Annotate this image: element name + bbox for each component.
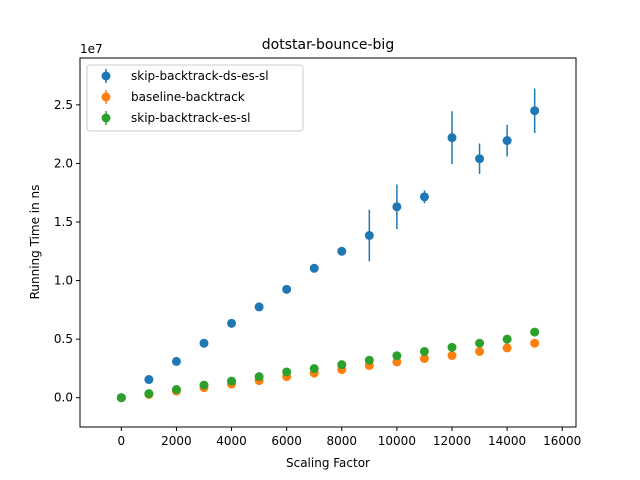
- y-tick-label: 0.0: [54, 391, 73, 405]
- y-ticks: 0.0 0.5 1.0 1.5 2.0 2.5: [54, 98, 80, 405]
- legend-label: skip-backtrack-es-sl: [131, 111, 250, 125]
- x-tick-label: 16000: [543, 434, 581, 448]
- data-point: [337, 360, 347, 370]
- x-ticks: 0 2000 4000 6000 8000 10000 12000 14000 16000: [118, 427, 581, 448]
- legend-marker: [101, 113, 111, 123]
- legend-box: [86, 64, 304, 132]
- y-tick-label: 1.0: [54, 274, 73, 288]
- data-point: [254, 372, 264, 382]
- data-point: [227, 318, 237, 328]
- y-tick-label: 2.5: [54, 98, 73, 112]
- data-point: [502, 334, 512, 344]
- data-point: [309, 364, 319, 374]
- data-point: [199, 380, 209, 390]
- x-tick-label: 8000: [327, 434, 358, 448]
- data-point: [144, 375, 154, 385]
- y-tick-label: 1.5: [54, 215, 73, 229]
- data-point: [144, 389, 154, 399]
- data-point: [475, 154, 485, 164]
- data-point: [447, 342, 457, 352]
- data-point: [309, 263, 319, 273]
- data-point: [447, 351, 457, 361]
- y-axis-label: Running Time in ns: [28, 185, 42, 300]
- data-point: [282, 367, 292, 377]
- x-tick-label: 4000: [216, 434, 247, 448]
- data-point: [502, 136, 512, 146]
- y-tick-label: 0.5: [54, 332, 73, 346]
- chart-title: dotstar-bounce-big: [262, 37, 394, 53]
- data-point: [171, 385, 181, 395]
- plot-area: [116, 88, 540, 403]
- series-baseline-backtrack: [116, 338, 540, 403]
- legend-marker: [101, 71, 111, 81]
- data-point: [364, 230, 374, 240]
- data-point: [254, 302, 264, 312]
- data-point: [530, 338, 540, 348]
- data-point: [337, 246, 347, 256]
- legend-label: skip-backtrack-ds-es-sl: [131, 69, 269, 83]
- data-point: [282, 284, 292, 294]
- x-axis-label: Scaling Factor: [286, 456, 370, 470]
- data-point: [530, 106, 540, 116]
- data-point: [392, 202, 402, 212]
- x-tick-label: 14000: [488, 434, 526, 448]
- series-skip-backtrack-es-sl: [116, 327, 540, 403]
- data-point: [447, 133, 457, 143]
- data-point: [419, 346, 429, 356]
- data-point: [502, 343, 512, 353]
- x-tick-label: 6000: [271, 434, 302, 448]
- x-tick-label: 10000: [378, 434, 416, 448]
- legend-marker: [101, 92, 111, 102]
- data-point: [530, 327, 540, 337]
- x-tick-label: 2000: [161, 434, 192, 448]
- series-skip-backtrack-ds-es-sl: [116, 88, 540, 403]
- data-point: [419, 192, 429, 202]
- data-point: [227, 376, 237, 386]
- data-point: [419, 353, 429, 363]
- data-point: [171, 356, 181, 366]
- x-tick-label: 12000: [433, 434, 471, 448]
- data-point: [199, 338, 209, 348]
- data-point: [116, 393, 126, 403]
- data-point: [392, 357, 402, 367]
- legend-label: baseline-backtrack: [131, 90, 245, 104]
- legend: skip-backtrack-ds-es-sl baseline-backtrac…: [86, 64, 304, 132]
- x-tick-label: 0: [118, 434, 126, 448]
- data-point: [364, 355, 374, 365]
- data-point: [475, 338, 485, 348]
- axes-frame: [79, 57, 577, 428]
- y-tick-label: 2.0: [54, 156, 73, 170]
- data-point: [392, 351, 402, 361]
- y-offset-text: 1e7: [80, 42, 103, 56]
- data-point: [475, 346, 485, 356]
